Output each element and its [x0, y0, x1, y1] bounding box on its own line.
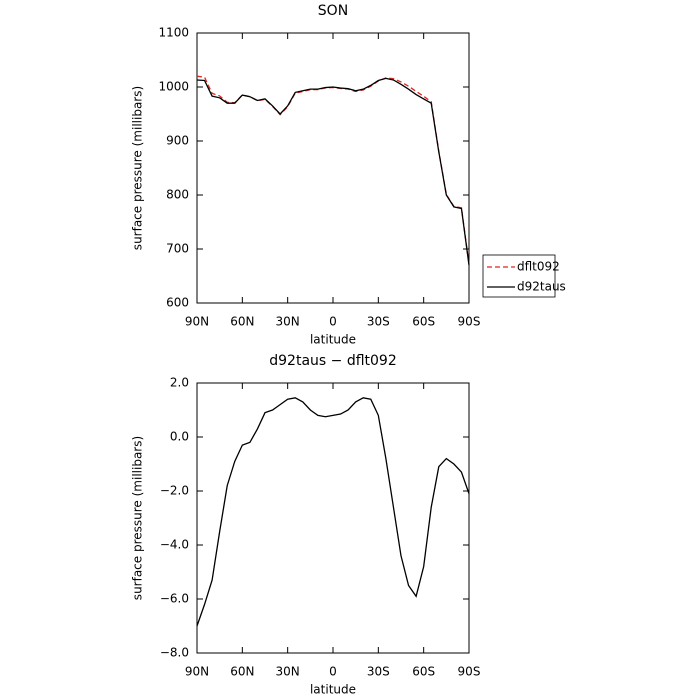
- y-tick-label: 600: [166, 296, 189, 310]
- chart-title: SON: [318, 3, 348, 19]
- plot-frame: [196, 32, 470, 304]
- x-tick-label: 60S: [412, 315, 435, 329]
- x-tick-label: 0: [329, 315, 337, 329]
- y-tick-label: 800: [166, 188, 189, 202]
- y-tick-label: 2.0: [170, 376, 189, 390]
- x-axis-label: latitude: [310, 683, 356, 697]
- data-line: [196, 397, 470, 627]
- data-line: [196, 75, 470, 265]
- y-tick-label: 0.0: [170, 430, 189, 444]
- legend-label: dflt092: [517, 260, 560, 274]
- x-tick-label: 0: [329, 665, 337, 679]
- x-tick-label: 90N: [185, 665, 209, 679]
- y-tick-label: −6.0: [160, 592, 189, 606]
- y-tick-label: 700: [166, 242, 189, 256]
- x-tick-label: 60N: [230, 315, 254, 329]
- x-tick-label: 60N: [230, 665, 254, 679]
- y-tick-label: −4.0: [160, 538, 189, 552]
- x-tick-label: 30S: [367, 315, 390, 329]
- x-tick-label: 60S: [412, 665, 435, 679]
- x-tick-label: 30N: [276, 665, 300, 679]
- y-tick-label: 900: [166, 134, 189, 148]
- x-tick-label: 30N: [276, 315, 300, 329]
- y-tick-label: −8.0: [160, 646, 189, 660]
- legend-box: [482, 254, 556, 298]
- x-tick-label: 30S: [367, 665, 390, 679]
- x-tick-label: 90N: [185, 315, 209, 329]
- data-line: [196, 77, 470, 266]
- chart-title: d92taus − dflt092: [269, 353, 396, 369]
- y-axis-label: surface pressure (millibars): [131, 86, 145, 250]
- y-tick-label: 1000: [158, 80, 189, 94]
- y-axis-label: surface pressure (millibars): [131, 436, 145, 600]
- y-tick-label: 1100: [158, 26, 189, 40]
- y-tick-label: −2.0: [160, 484, 189, 498]
- x-axis-label: latitude: [310, 333, 356, 347]
- legend-label: d92taus: [517, 280, 566, 294]
- plot-frame: [196, 382, 470, 654]
- x-tick-label: 90S: [458, 315, 481, 329]
- x-tick-label: 90S: [458, 665, 481, 679]
